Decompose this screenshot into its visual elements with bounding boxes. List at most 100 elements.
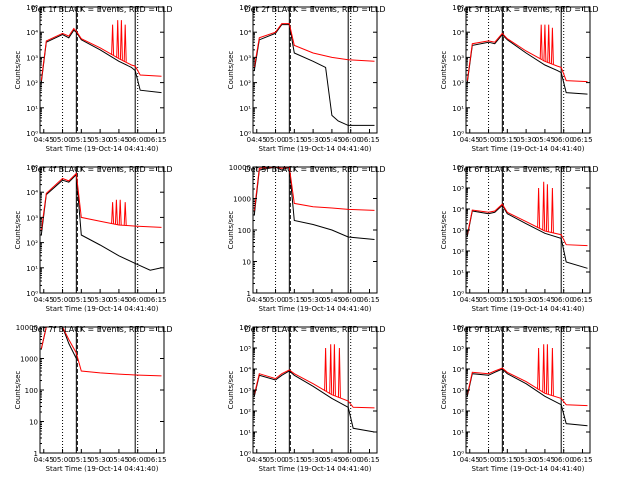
y-tick-label: 10¹: [26, 265, 38, 273]
y-tick-label: 10⁴: [452, 29, 464, 37]
x-tick-label: 04:45: [34, 136, 54, 144]
panel-data: [253, 167, 375, 293]
x-tick-label: 05:00: [265, 456, 285, 464]
lld-spike: [111, 202, 115, 224]
y-tick-label: 10⁰: [239, 130, 251, 138]
y-tick-label: 10⁰: [26, 290, 38, 298]
lld-spike: [545, 184, 549, 232]
panel-title: Det 5f BLACK = Events, RED = LLD: [244, 165, 385, 174]
y-tick-label: 10: [242, 259, 251, 267]
x-tick-label: 04:45: [247, 456, 267, 464]
y-tick-label: 10000: [229, 164, 251, 172]
lld-spike: [542, 181, 546, 231]
x-axis-label: Start Time (19-Oct-14 04:41:40): [259, 305, 372, 313]
x-tick-label: 05:30: [516, 136, 536, 144]
events-series-line: [466, 33, 588, 95]
x-tick-label: 05:00: [478, 136, 498, 144]
x-tick-label: 05:30: [303, 296, 323, 304]
lld-spike: [118, 199, 122, 226]
x-tick-label: 05:30: [90, 456, 110, 464]
y-tick-label: 10²: [452, 408, 464, 416]
x-tick-label: 05:45: [109, 456, 129, 464]
y-tick-label: 10¹: [239, 429, 251, 437]
y-tick-label: 10⁴: [452, 366, 464, 374]
y-tick-label: 1: [34, 450, 38, 458]
events-series-line: [253, 370, 375, 433]
x-tick-label: 06:15: [146, 296, 166, 304]
panel-title: Det 2f BLACK = Events, RED = LLD: [244, 5, 385, 14]
y-tick-label: 10⁵: [26, 164, 38, 172]
y-axis-label: Counts/sec: [14, 371, 22, 410]
x-tick-label: 05:15: [497, 296, 517, 304]
x-axis-label: Start Time (19-Oct-14 04:41:40): [46, 145, 159, 153]
plot-frame: [252, 6, 378, 134]
y-tick-label: 10: [29, 419, 38, 427]
lld-series-line: [466, 203, 588, 247]
y-axis-label: Counts/sec: [14, 51, 22, 90]
lld-spike: [543, 24, 547, 62]
x-tick-label: 06:15: [359, 136, 379, 144]
lld-series-line: [253, 167, 375, 212]
panel-2: 10⁰ 10¹ 10² 10³ 10⁴ 10⁵ 04:4505:0005:1505:3005…: [227, 4, 386, 153]
x-tick-label: 05:00: [478, 296, 498, 304]
y-tick-label: 10⁵: [452, 185, 464, 193]
plot-frame: [465, 6, 591, 134]
x-tick-label: 06:15: [359, 456, 379, 464]
y-tick-label: 10⁵: [26, 4, 38, 12]
panel-data: [466, 7, 588, 133]
lld-series-line: [40, 27, 162, 81]
x-tick-label: 05:15: [71, 456, 91, 464]
x-tick-label: 05:30: [303, 136, 323, 144]
x-tick-label: 05:15: [497, 456, 517, 464]
x-tick-label: 06:15: [146, 136, 166, 144]
x-tick-label: 06:00: [128, 456, 148, 464]
x-tick-label: 05:15: [284, 456, 304, 464]
events-series-line: [253, 24, 375, 126]
y-tick-label: 10000: [16, 324, 38, 332]
x-axis-label: Start Time (19-Oct-14 04:41:40): [472, 145, 585, 153]
x-tick-label: 05:45: [322, 296, 342, 304]
lld-spike: [111, 24, 115, 56]
y-tick-label: 10¹: [26, 105, 38, 113]
panel-data: [40, 167, 162, 293]
x-tick-label: 05:15: [71, 136, 91, 144]
lld-spike: [123, 24, 127, 62]
y-tick-label: 10³: [239, 387, 251, 395]
x-tick-label: 05:30: [303, 456, 323, 464]
lld-series-line: [466, 32, 588, 83]
y-axis-label: Counts/sec: [14, 211, 22, 250]
y-tick-label: 10³: [26, 54, 38, 62]
lld-spike: [537, 347, 541, 390]
panel-title: Det 1f BLACK = Events, RED = LLD: [31, 5, 172, 14]
x-tick-label: 05:00: [52, 136, 72, 144]
plot-frame: [252, 326, 378, 454]
x-tick-label: 06:00: [341, 296, 361, 304]
plot-frame: [465, 326, 591, 454]
x-tick-label: 06:00: [128, 296, 148, 304]
lld-spike: [329, 344, 333, 394]
panel-data: [466, 327, 588, 453]
plot-frame: [252, 166, 378, 294]
x-tick-label: 05:00: [52, 296, 72, 304]
y-tick-label: 10²: [452, 80, 464, 88]
x-tick-label: 04:45: [34, 456, 54, 464]
x-tick-label: 06:00: [128, 136, 148, 144]
x-tick-label: 05:30: [516, 296, 536, 304]
lld-spike: [542, 344, 546, 393]
panel-8: 10⁰ 10¹ 10² 10³ 10⁴ 10⁵ 10⁶ 04:4505:0005:1505:3…: [227, 324, 386, 473]
events-series-line: [466, 204, 588, 269]
x-tick-label: 05:45: [322, 136, 342, 144]
panel-title: Det 3f BLACK = Events, RED = LLD: [457, 5, 598, 14]
events-series-line: [40, 29, 162, 94]
lld-spike: [119, 20, 123, 60]
lld-spike: [337, 347, 341, 398]
y-tick-label: 10⁰: [452, 290, 464, 298]
panel-data: [253, 327, 375, 453]
panel-5: 1 10 100 1000 10000 04:4505:0005:1505:3005:45…: [227, 164, 386, 313]
lld-spike: [550, 187, 554, 233]
y-tick-label: 10⁵: [239, 4, 251, 12]
y-tick-label: 1000: [20, 356, 38, 364]
plot-frame: [39, 326, 165, 454]
y-tick-label: 10²: [239, 408, 251, 416]
x-axis-label: Start Time (19-Oct-14 04:41:40): [46, 465, 159, 473]
